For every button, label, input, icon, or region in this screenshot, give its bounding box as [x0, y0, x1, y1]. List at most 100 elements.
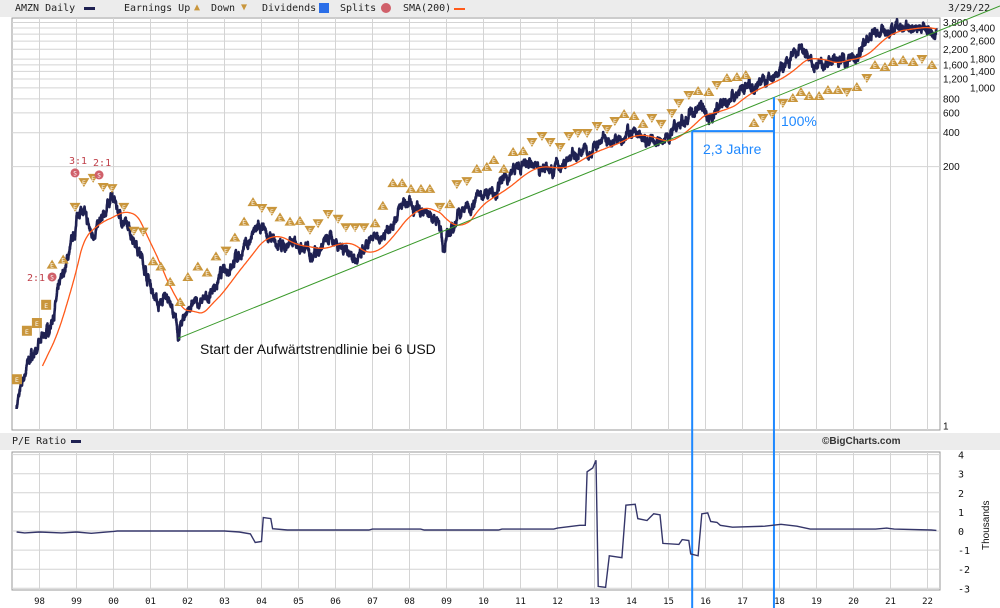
- earnings-up-icon: E: [46, 259, 58, 270]
- earnings-up-icon: E: [822, 85, 834, 95]
- earnings-letter: E: [540, 134, 544, 141]
- trendline-annotation: Start der Aufwärtstrendlinie bei 6 USD: [200, 341, 436, 357]
- pe-tick-label: 4: [958, 451, 964, 462]
- earnings-letter: E: [373, 221, 377, 228]
- earnings-letter: E: [122, 205, 126, 212]
- earnings-up-triangle: [692, 86, 704, 96]
- earnings-letter: E: [930, 63, 934, 70]
- earnings-letter: E: [110, 186, 114, 193]
- earnings-up-triangle: [174, 296, 186, 306]
- earnings-down-triangle: [332, 214, 344, 224]
- earnings-up-triangle: [274, 212, 286, 222]
- earnings-down-triangle: [312, 219, 324, 229]
- earnings-down-triangle: [304, 225, 316, 235]
- earnings-down-icon: E: [563, 132, 575, 142]
- earnings-up-triangle: [926, 59, 938, 69]
- x-tick-label: 99: [71, 597, 82, 607]
- earnings-down-icon: E: [766, 109, 778, 119]
- earnings-up-triangle: [740, 70, 752, 80]
- earnings-letter: E: [270, 209, 274, 216]
- earnings-letter: E: [725, 76, 729, 83]
- earnings-up-icon: E: [229, 232, 241, 243]
- earnings-letter: E: [391, 181, 395, 188]
- sma-line: [41, 26, 937, 367]
- earnings-letter: E: [911, 60, 915, 67]
- earnings-down-triangle: [581, 128, 593, 138]
- earnings-letter: E: [15, 377, 19, 384]
- earnings-down-icon: E: [256, 203, 268, 213]
- earnings-down-icon: E: [666, 109, 678, 119]
- dividends-label: Dividends: [262, 3, 317, 14]
- earnings-down-icon: E: [536, 132, 548, 142]
- earnings-down-triangle: [554, 142, 566, 152]
- earnings-letter: E: [438, 205, 442, 212]
- earnings-up-triangle: [387, 178, 399, 188]
- earnings-up-triangle: [628, 111, 640, 121]
- copyright-label: ©BigCharts.com: [822, 436, 901, 447]
- earnings-letter: E: [567, 134, 571, 141]
- earnings-down-icon: E: [609, 117, 621, 127]
- earnings-up-triangle: [887, 56, 899, 66]
- earnings-up-triangle: [57, 254, 69, 264]
- earnings-letter: E: [214, 254, 218, 261]
- earnings-down-triangle: [349, 223, 361, 233]
- earnings-letter: E: [178, 300, 182, 307]
- earnings-down-triangle: [544, 138, 556, 148]
- earnings-up-icon: E: [377, 200, 389, 211]
- earnings-up-triangle: [46, 259, 58, 269]
- earnings-up-icon: E: [284, 216, 296, 227]
- earnings-up-icon: E: [618, 108, 630, 119]
- earnings-letter: E: [151, 259, 155, 266]
- earnings-up-icon: E: [887, 56, 899, 67]
- earnings-letter: E: [873, 63, 877, 70]
- earnings-up-label: Earnings Up: [124, 3, 191, 14]
- earnings-down-icon: E: [312, 219, 324, 229]
- price-line: [15, 17, 938, 410]
- earnings-up-icon: E: [498, 163, 510, 174]
- earnings-letter: E: [901, 58, 905, 65]
- dividend-icon: [319, 3, 329, 13]
- earnings-up-icon: E: [147, 256, 159, 266]
- ticker-label: AMZN Daily: [15, 3, 76, 14]
- pe-tick-label: -3: [958, 584, 970, 595]
- split-icon: [381, 3, 391, 13]
- earnings-up-triangle: [396, 178, 408, 188]
- pe-chart-header: P/E Ratio ©BigCharts.com: [0, 433, 1000, 450]
- earnings-up-triangle: [405, 183, 417, 193]
- earnings-up-icon: E: [740, 70, 752, 80]
- earnings-down-triangle: [609, 117, 621, 127]
- price-tick-label: 1,400: [970, 67, 995, 78]
- earnings-up-icon: E: [813, 91, 825, 101]
- earnings-letter: E: [715, 83, 719, 90]
- earnings-down-icon: E: [97, 183, 109, 193]
- earnings-down-icon: E: [137, 227, 149, 237]
- x-tick-label: 18: [774, 597, 785, 607]
- earnings-down-icon: E: [544, 138, 556, 148]
- splits-label: Splits: [340, 3, 377, 14]
- pe-tick-label: 0: [958, 527, 964, 538]
- earnings-up-icon: E: [851, 82, 863, 92]
- earnings-letter: E: [807, 94, 811, 101]
- earnings-letter: E: [502, 167, 506, 174]
- earnings-letter: E: [891, 60, 895, 67]
- earnings-down-triangle: [256, 203, 268, 213]
- price-legend-swatch: [84, 7, 95, 10]
- earnings-up-icon: E: [238, 216, 250, 227]
- earnings-up-triangle: [832, 85, 844, 95]
- earnings-down-triangle: [655, 119, 667, 129]
- earnings-letter: E: [141, 230, 145, 237]
- x-tick-label: 14: [626, 597, 637, 607]
- x-tick-label: 98: [34, 597, 45, 607]
- main-chart-header: AMZN Daily Earnings Up ▲ Down ▼ Dividend…: [0, 0, 1000, 17]
- earnings-up-triangle: [377, 200, 389, 210]
- earnings-letter: E: [336, 217, 340, 224]
- earnings-up-triangle: [795, 86, 807, 96]
- earnings-up-triangle: [897, 54, 909, 64]
- earnings-letter: E: [920, 57, 924, 64]
- duration-annotation: 2,3 Jahre: [703, 141, 762, 157]
- price-tick-label: 400: [943, 128, 960, 139]
- earnings-letter: E: [613, 119, 617, 126]
- earnings-up-icon: E: [803, 91, 815, 101]
- earnings-down-icon: E: [340, 223, 352, 233]
